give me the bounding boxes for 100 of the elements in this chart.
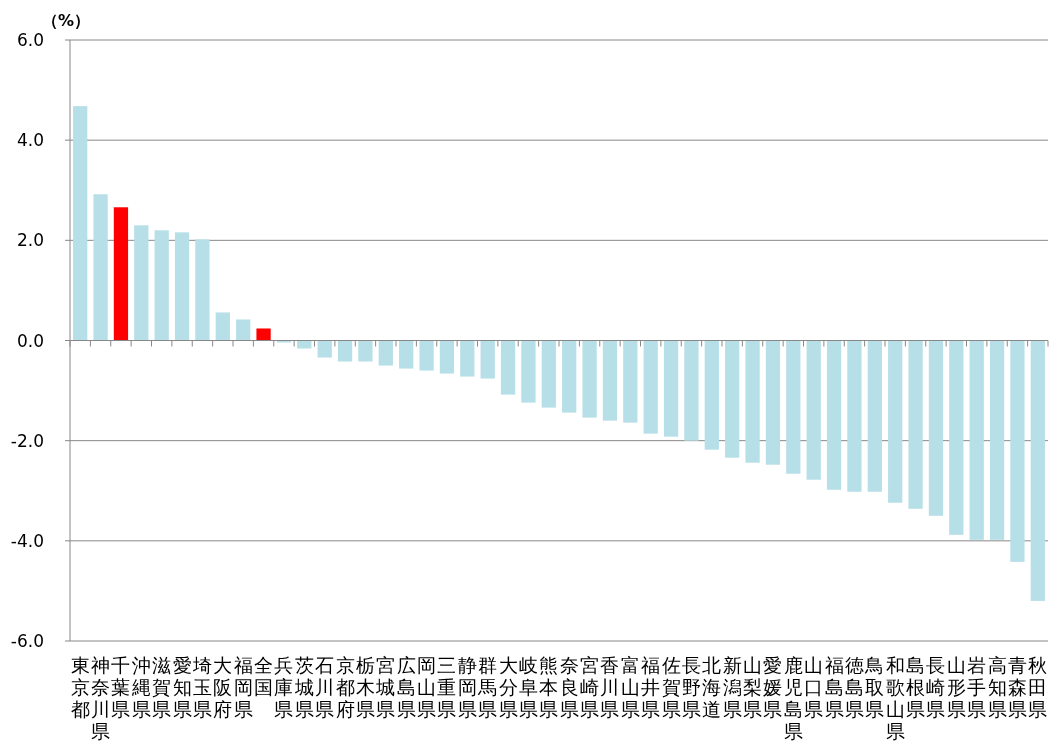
x-tick-label: 栃木県: [355, 654, 375, 720]
x-tick-label: 滋賀県: [152, 654, 172, 720]
x-tick-label: 大分県: [498, 654, 518, 720]
bar: [439, 340, 455, 374]
bar: [541, 340, 556, 408]
bar: [1010, 340, 1025, 562]
bar: [969, 340, 984, 540]
bar: [236, 319, 251, 341]
bar: [276, 340, 292, 343]
x-tick-label: 茨城県: [293, 654, 314, 720]
x-tick-label: 山梨県: [743, 654, 763, 720]
x-tick-label: 徳島県: [844, 654, 864, 720]
bar: [684, 340, 699, 441]
x-tick-label: 石川県: [315, 654, 335, 720]
x-tick-label: 大阪府: [213, 654, 233, 720]
y-tick-label: -6.0: [10, 631, 44, 651]
bar: [113, 207, 129, 341]
x-tick-label: 北海道: [702, 654, 722, 720]
bar: [460, 340, 475, 377]
y-tick-label: 4.0: [16, 130, 44, 151]
bar: [419, 340, 434, 371]
bar: [195, 239, 210, 341]
bar: [725, 340, 740, 458]
y-tick-label: -4.0: [10, 530, 44, 551]
bar: [826, 340, 842, 490]
bar: [73, 106, 88, 341]
bar: [154, 230, 169, 341]
x-tick-label: 福島県: [824, 654, 844, 720]
x-tick-label: 秋田県: [1028, 654, 1048, 720]
x-tick-label: 長崎県: [926, 654, 946, 720]
bar: [337, 340, 353, 362]
x-tick-label: 岐阜県: [518, 654, 538, 720]
y-axis-title: （%）: [41, 11, 91, 30]
bar: [806, 340, 821, 480]
bar: [867, 340, 882, 492]
bar: [562, 340, 577, 413]
x-tick-label: 静岡県: [457, 654, 477, 720]
bar: [215, 312, 230, 341]
x-tick-label: 岡山県: [417, 654, 437, 720]
x-tick-label: 三重県: [437, 654, 457, 720]
x-tick-label: 島根県: [906, 654, 926, 720]
bar: [745, 340, 760, 463]
bar: [888, 340, 903, 503]
y-tick-label: 2.0: [16, 230, 44, 251]
x-tick-label: 宮崎県: [580, 654, 600, 720]
x-tick-label: 埼玉県: [191, 654, 212, 720]
x-tick-label: 鳥取県: [864, 654, 885, 720]
bar: [847, 340, 862, 492]
bar: [174, 232, 190, 341]
bar: [521, 340, 536, 403]
bar: [582, 340, 597, 418]
x-tick-label: 神奈川県: [91, 654, 111, 742]
bar: [297, 340, 312, 349]
bar: [643, 340, 658, 434]
bar: [928, 340, 944, 516]
bar: [989, 340, 1005, 540]
bar: [949, 340, 964, 535]
y-tick-label: 6.0: [16, 30, 44, 50]
x-tick-label: 福岡県: [233, 654, 253, 720]
x-tick-label: 奈良県: [559, 654, 579, 720]
bar: [134, 225, 149, 341]
bar: [378, 340, 393, 366]
x-tick-label: 佐賀県: [661, 654, 681, 720]
y-tick-label: 0.0: [16, 330, 44, 351]
x-tick-label: 鹿児島県: [783, 654, 803, 742]
x-tick-label: 全国: [254, 654, 274, 698]
x-tick-label: 広島県: [396, 654, 416, 720]
x-tick-label: 山口県: [804, 654, 824, 720]
x-tick-label: 富山県: [620, 654, 640, 720]
bar: [786, 340, 801, 474]
x-tick-label: 千葉県: [111, 654, 131, 720]
bar: [317, 340, 332, 358]
bar: [93, 194, 108, 341]
bar: [358, 340, 373, 362]
bar: [399, 340, 414, 369]
x-tick-label: 兵庫県: [274, 654, 294, 720]
x-tick-label: 新潟県: [722, 654, 742, 720]
x-tick-label: 山形県: [946, 654, 966, 720]
x-tick-label: 宮城県: [375, 654, 396, 720]
bar: [480, 340, 495, 379]
x-tick-label: 和歌山県: [885, 654, 905, 742]
x-tick-label: 熊本県: [539, 654, 559, 720]
bar: [500, 340, 516, 395]
bar: [602, 340, 618, 421]
x-tick-label: 愛知県: [172, 654, 192, 720]
bar: [908, 340, 923, 509]
y-tick-label: -2.0: [10, 430, 44, 451]
x-tick-label: 長野県: [681, 654, 701, 720]
bar: [623, 340, 638, 423]
bar: [1030, 340, 1045, 601]
x-tick-label: 青森県: [1007, 654, 1027, 720]
x-tick-label: 愛媛県: [763, 654, 783, 720]
x-tick-label: 東京都: [70, 654, 90, 720]
x-tick-label: 福井県: [641, 654, 661, 720]
x-tick-label: 京都府: [335, 654, 355, 720]
bar: [256, 328, 271, 341]
bar: [765, 340, 781, 465]
x-tick-label: 沖縄県: [130, 654, 151, 720]
x-tick-label: 高知県: [987, 654, 1007, 720]
bar: [663, 340, 679, 437]
